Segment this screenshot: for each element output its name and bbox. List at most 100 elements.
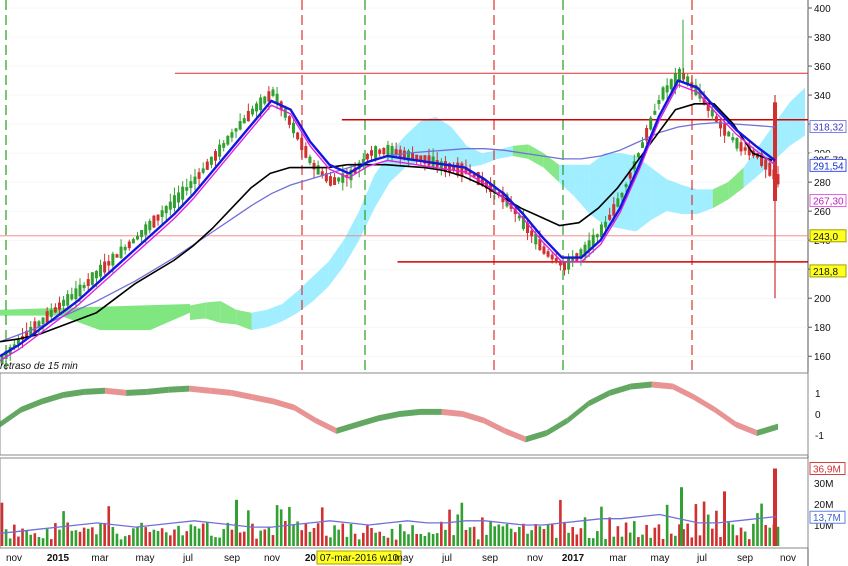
- candle-body: [550, 254, 554, 260]
- price-badge: [809, 158, 847, 172]
- volume-bar: [259, 530, 262, 546]
- candle-body: [234, 128, 238, 132]
- oscillator-segment: [336, 421, 358, 434]
- candle-body: [579, 249, 583, 259]
- volume-bar: [378, 531, 382, 546]
- candle-body: [115, 254, 119, 258]
- volume-bar: [641, 534, 644, 546]
- volume-bar: [148, 532, 152, 546]
- candle-body: [53, 307, 57, 313]
- volume-bar: [333, 525, 336, 546]
- volume-bar: [300, 530, 304, 546]
- candle-body: [275, 93, 279, 104]
- volume-bar: [115, 533, 119, 546]
- candle-body: [538, 239, 542, 251]
- volume-bar: [768, 527, 772, 546]
- volume-bar: [591, 538, 595, 546]
- volume-bar: [715, 510, 718, 546]
- volume-bar: [29, 534, 33, 546]
- volume-bar: [205, 522, 209, 546]
- volume-badge: [809, 462, 846, 476]
- volume-bar: [661, 538, 665, 546]
- candle-body: [349, 169, 353, 181]
- oscillator-segment: [126, 388, 148, 396]
- candle-body: [181, 186, 185, 200]
- candle-body: [456, 162, 460, 176]
- moving-averages: [0, 79, 776, 362]
- volume-bar: [91, 527, 94, 546]
- oscillator-segment: [105, 387, 127, 396]
- cloud-segment: [651, 167, 667, 220]
- volume-bar: [193, 526, 197, 546]
- cloud-segment: [436, 116, 452, 168]
- price-tick-label: 340: [814, 91, 831, 102]
- volume-bar: [218, 537, 221, 546]
- cloud-segment: [635, 156, 652, 232]
- candle-body: [70, 294, 74, 300]
- candle-body: [723, 123, 727, 136]
- candle-body: [308, 156, 312, 164]
- oscillator-segment: [357, 415, 379, 428]
- price-tick-label: 200: [814, 294, 831, 305]
- volume-bar: [242, 531, 246, 546]
- volume-bar: [760, 503, 763, 546]
- oscillator-segment: [609, 383, 631, 396]
- time-tick-label: mar: [91, 553, 109, 564]
- candle-body: [764, 159, 768, 170]
- oscillator-segment: [63, 388, 85, 398]
- oscillator-segment: [546, 417, 568, 436]
- volume-bar: [349, 523, 353, 546]
- candle-body: [49, 309, 53, 317]
- candle-body: [427, 155, 431, 166]
- oscillator-segment: [588, 389, 610, 407]
- volume-bar: [337, 529, 340, 546]
- volume-bar: [632, 521, 636, 546]
- volume-bar: [201, 523, 205, 546]
- price-badge-label: 267,30: [813, 197, 844, 208]
- cloud-segment: [605, 153, 621, 229]
- oscillator-segment: [756, 423, 778, 436]
- volume-bar: [587, 537, 591, 546]
- candle-body: [246, 110, 250, 122]
- cloud-segment: [251, 309, 267, 331]
- volume-bar: [776, 526, 780, 546]
- cloud-segment: [374, 153, 390, 209]
- volume-bar: [374, 532, 377, 546]
- candle-body: [571, 258, 575, 263]
- volume-bar: [756, 513, 759, 546]
- time-tick-label: sep: [737, 553, 754, 564]
- candle-body: [378, 149, 382, 154]
- volume-bar: [136, 526, 139, 546]
- volume-bar: [427, 532, 431, 546]
- oscillator-segment: [378, 411, 400, 422]
- volume-bar: [370, 528, 373, 546]
- oscillator-segment: [84, 387, 106, 395]
- volume-badges: 36,9M 13,7M: [809, 462, 846, 524]
- volume-bar: [275, 505, 279, 546]
- candle-body: [599, 224, 603, 238]
- volume-bar: [723, 491, 726, 546]
- price-badge-label: 318,32: [813, 123, 844, 134]
- candle-body: [119, 246, 123, 258]
- time-tick-label: nov: [264, 553, 280, 564]
- candle-body: [156, 214, 160, 221]
- candle-body: [29, 326, 33, 336]
- price-tick-label: 400: [814, 4, 831, 15]
- oscillator-segment: [273, 398, 295, 411]
- oscillator-segment: [189, 385, 211, 394]
- candle-body: [669, 79, 673, 90]
- volume-badge-label: 13,7M: [813, 513, 841, 524]
- volume-axis-ticks: 10M 20M 30M: [814, 479, 833, 532]
- candle-body: [45, 311, 49, 324]
- cloud-segment: [466, 145, 483, 168]
- cloud-segment: [266, 304, 283, 328]
- candle-body: [259, 97, 263, 111]
- oscillator-tick-label: -1: [815, 431, 824, 442]
- volume-bar: [181, 535, 184, 546]
- volume-bar: [238, 532, 242, 546]
- candle-body: [62, 299, 66, 307]
- candle-body: [743, 147, 747, 151]
- volume-bar: [288, 506, 291, 546]
